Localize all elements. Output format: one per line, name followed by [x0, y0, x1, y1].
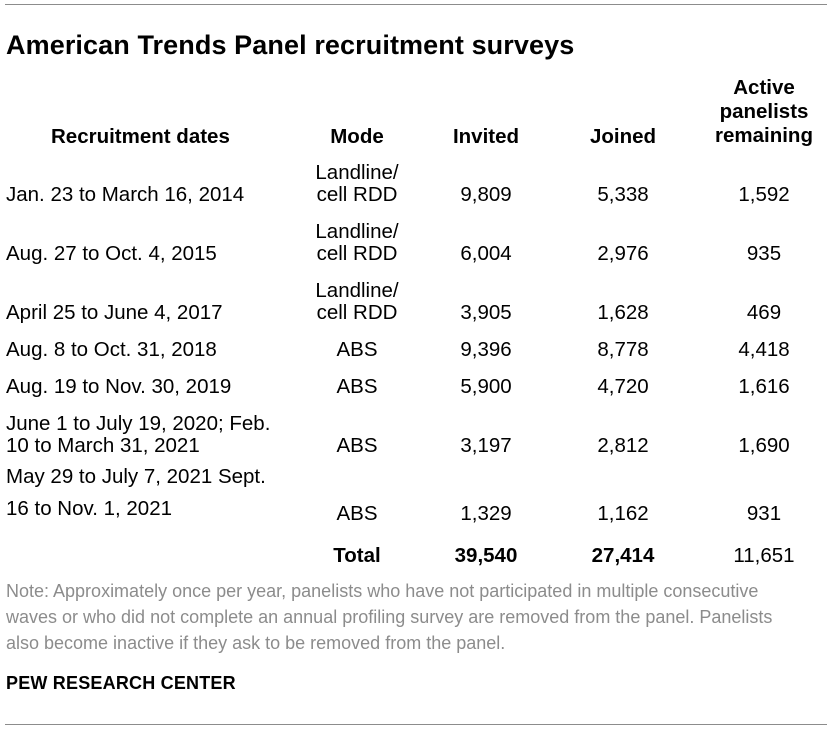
row-active: 469: [746, 301, 782, 324]
row-active: 931: [746, 502, 782, 525]
row-joined: 2,976: [597, 242, 649, 265]
source-credit: PEW RESEARCH CENTER: [6, 673, 236, 693]
row-joined: 5,338: [597, 183, 649, 206]
row-dates: May 29 to July 7, 2021 Sept. 16 to Nov. …: [0, 461, 290, 529]
total-invited: 39,540: [454, 544, 518, 567]
header-active-panelists: Active panelists remaining: [698, 76, 830, 151]
page-title: American Trends Panel recruitment survey…: [6, 30, 575, 60]
table-row: Aug. 8 to Oct. 31, 2018 ABS 9,396 8,778 …: [0, 328, 830, 365]
row-dates: Aug. 27 to Oct. 4, 2015: [6, 242, 217, 265]
table-row: May 29 to July 7, 2021 Sept. 16 to Nov. …: [0, 461, 830, 529]
table-row: June 1 to July 19, 2020; Feb. 10 to Marc…: [0, 402, 830, 461]
row-active: 1,616: [738, 375, 790, 398]
row-mode: ABS: [336, 338, 378, 361]
row-dates-label: May 29 to July 7, 2021 Sept. 16 to Nov. …: [6, 465, 266, 520]
row-mode: ABS: [336, 375, 378, 398]
row-invited: 3,905: [460, 301, 512, 324]
total-joined: 27,414: [591, 544, 655, 567]
row-joined: 4,720: [597, 375, 649, 398]
row-invited: 3,197: [460, 434, 512, 457]
top-rule: [5, 4, 827, 5]
row-joined: 8,778: [597, 338, 649, 361]
table-row: Aug. 19 to Nov. 30, 2019 ABS 5,900 4,720…: [0, 365, 830, 402]
row-dates-label: June 1 to July 19, 2020; Feb. 10 to Marc…: [6, 412, 271, 457]
row-mode: ABS: [336, 502, 378, 525]
recruitment-table: Recruitment dates Mode Invited Joined Ac…: [0, 76, 830, 567]
row-active: 1,592: [738, 183, 790, 206]
header-mode: Mode: [330, 125, 384, 148]
total-row: Total 39,540 27,414 11,651: [0, 529, 830, 567]
row-joined: 2,812: [597, 434, 649, 457]
row-active: 1,690: [738, 434, 790, 457]
row-mode-label: Landline/ cell RDD: [315, 220, 399, 265]
row-dates: June 1 to July 19, 2020; Feb. 10 to Marc…: [0, 402, 290, 461]
total-spacer: [0, 529, 290, 567]
bottom-rule: [5, 724, 827, 725]
row-dates: Aug. 8 to Oct. 31, 2018: [6, 338, 217, 361]
table-row: Jan. 23 to March 16, 2014 Landline/ cell…: [0, 151, 830, 210]
header-recruitment-dates: Recruitment dates: [51, 125, 230, 148]
row-mode: Landline/ cell RDD: [290, 269, 424, 328]
row-dates: Jan. 23 to March 16, 2014: [6, 183, 245, 206]
row-joined: 1,162: [597, 502, 649, 525]
row-invited: 6,004: [460, 242, 512, 265]
row-invited: 1,329: [460, 502, 512, 525]
header-joined: Joined: [589, 125, 657, 148]
row-dates: April 25 to June 4, 2017: [6, 301, 223, 324]
row-mode: Landline/ cell RDD: [290, 151, 424, 210]
row-invited: 5,900: [460, 375, 512, 398]
row-invited: 9,809: [460, 183, 512, 206]
header-active-panelists-label: Active panelists remaining: [715, 76, 813, 147]
header-invited: Invited: [452, 125, 520, 148]
total-label: Total: [333, 544, 381, 567]
footnote: Note: Approximately once per year, panel…: [6, 581, 773, 653]
row-invited: 9,396: [460, 338, 512, 361]
header-row: Recruitment dates Mode Invited Joined Ac…: [0, 76, 830, 151]
row-dates: Aug. 19 to Nov. 30, 2019: [6, 375, 232, 398]
total-active: 11,651: [733, 544, 795, 567]
row-joined: 1,628: [597, 301, 649, 324]
row-mode: Landline/ cell RDD: [290, 210, 424, 269]
row-active: 4,418: [738, 338, 790, 361]
row-active: 935: [746, 242, 782, 265]
table-row: April 25 to June 4, 2017 Landline/ cell …: [0, 269, 830, 328]
row-mode: ABS: [336, 434, 378, 457]
row-mode-label: Landline/ cell RDD: [315, 279, 399, 324]
row-mode-label: Landline/ cell RDD: [315, 161, 399, 206]
table-row: Aug. 27 to Oct. 4, 2015 Landline/ cell R…: [0, 210, 830, 269]
